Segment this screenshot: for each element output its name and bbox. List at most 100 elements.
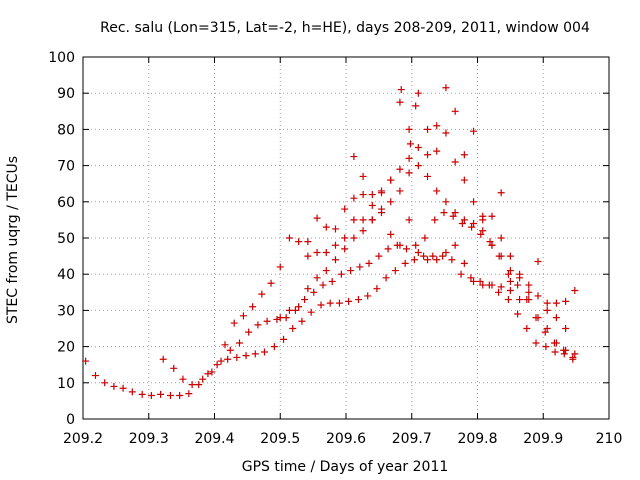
data-point bbox=[298, 317, 306, 325]
data-point bbox=[185, 390, 193, 398]
data-point bbox=[285, 306, 293, 314]
data-point bbox=[479, 281, 487, 289]
data-point bbox=[433, 147, 441, 155]
data-point bbox=[414, 162, 422, 170]
data-point bbox=[147, 391, 155, 399]
data-point bbox=[204, 370, 212, 378]
data-point bbox=[295, 303, 303, 311]
data-point bbox=[159, 355, 167, 363]
y-tick-label: 50 bbox=[57, 231, 75, 247]
data-point bbox=[188, 381, 196, 389]
data-point bbox=[364, 292, 372, 300]
data-point bbox=[307, 308, 315, 316]
data-point bbox=[378, 189, 386, 197]
data-point bbox=[350, 153, 358, 161]
data-point bbox=[337, 270, 345, 278]
y-tick-label: 60 bbox=[57, 195, 75, 211]
y-tick-label: 10 bbox=[57, 376, 75, 392]
data-point bbox=[397, 86, 405, 94]
data-point bbox=[460, 259, 468, 267]
data-point bbox=[282, 314, 290, 322]
data-point bbox=[543, 299, 551, 307]
data-point bbox=[396, 98, 404, 106]
data-point bbox=[263, 317, 271, 325]
data-point bbox=[166, 391, 174, 399]
data-point bbox=[552, 314, 560, 322]
data-point bbox=[128, 388, 136, 396]
data-point bbox=[249, 303, 257, 311]
x-tick-label: 209.2 bbox=[63, 431, 103, 447]
data-point bbox=[534, 292, 542, 300]
data-point bbox=[504, 296, 512, 304]
data-point bbox=[405, 125, 413, 133]
data-point bbox=[495, 288, 503, 296]
data-point bbox=[424, 125, 432, 133]
data-point bbox=[479, 216, 487, 224]
data-point bbox=[359, 216, 367, 224]
data-point bbox=[295, 238, 303, 246]
y-tick-labels: 0 10 20 30 40 50 60 70 80 90 100 bbox=[48, 50, 75, 428]
data-point bbox=[506, 277, 514, 285]
data-point bbox=[368, 216, 376, 224]
data-point bbox=[280, 335, 288, 343]
data-point bbox=[387, 198, 395, 206]
data-point bbox=[412, 241, 420, 249]
data-point bbox=[458, 220, 466, 228]
data-point bbox=[382, 274, 390, 282]
data-point bbox=[335, 299, 343, 307]
data-point bbox=[497, 252, 505, 260]
data-point bbox=[331, 241, 339, 249]
data-point bbox=[285, 234, 293, 242]
data-points bbox=[82, 84, 579, 399]
data-point bbox=[440, 209, 448, 217]
data-point bbox=[516, 274, 524, 282]
x-axis-label: GPS time / Days of year 2011 bbox=[242, 459, 449, 475]
data-point bbox=[368, 201, 376, 209]
data-point bbox=[267, 279, 275, 287]
data-point bbox=[488, 241, 496, 249]
data-point bbox=[506, 252, 514, 260]
data-point bbox=[405, 216, 413, 224]
x-tick-label: 209.7 bbox=[392, 431, 432, 447]
data-point bbox=[291, 306, 299, 314]
data-point bbox=[439, 252, 447, 260]
data-point bbox=[176, 391, 184, 399]
data-point bbox=[313, 214, 321, 222]
data-point bbox=[258, 290, 266, 298]
data-point bbox=[468, 223, 476, 231]
data-point bbox=[326, 299, 334, 307]
data-point bbox=[313, 274, 321, 282]
data-point bbox=[477, 230, 485, 238]
data-point bbox=[476, 277, 484, 285]
data-point bbox=[119, 384, 127, 392]
data-point bbox=[373, 285, 381, 293]
data-point bbox=[365, 259, 373, 267]
data-point bbox=[82, 357, 90, 365]
data-point bbox=[460, 151, 468, 159]
data-point bbox=[525, 281, 533, 289]
data-point bbox=[345, 297, 353, 305]
data-point bbox=[276, 314, 284, 322]
data-point bbox=[560, 350, 568, 358]
data-point bbox=[460, 216, 468, 224]
data-point bbox=[414, 248, 422, 256]
data-point bbox=[313, 248, 321, 256]
x-tick-label: 210 bbox=[596, 431, 623, 447]
data-point bbox=[208, 368, 216, 376]
data-point bbox=[451, 158, 459, 166]
data-point bbox=[304, 238, 312, 246]
data-point bbox=[516, 296, 524, 304]
data-point bbox=[460, 176, 468, 184]
data-point bbox=[420, 252, 428, 260]
data-point bbox=[488, 212, 496, 220]
data-point bbox=[322, 267, 330, 275]
data-point bbox=[470, 127, 478, 135]
data-point bbox=[391, 267, 399, 275]
data-point bbox=[449, 212, 457, 220]
data-point bbox=[301, 296, 309, 304]
data-point bbox=[226, 346, 234, 354]
data-point bbox=[479, 227, 487, 235]
data-point bbox=[414, 144, 422, 151]
data-point bbox=[350, 194, 358, 202]
data-point bbox=[542, 343, 550, 351]
